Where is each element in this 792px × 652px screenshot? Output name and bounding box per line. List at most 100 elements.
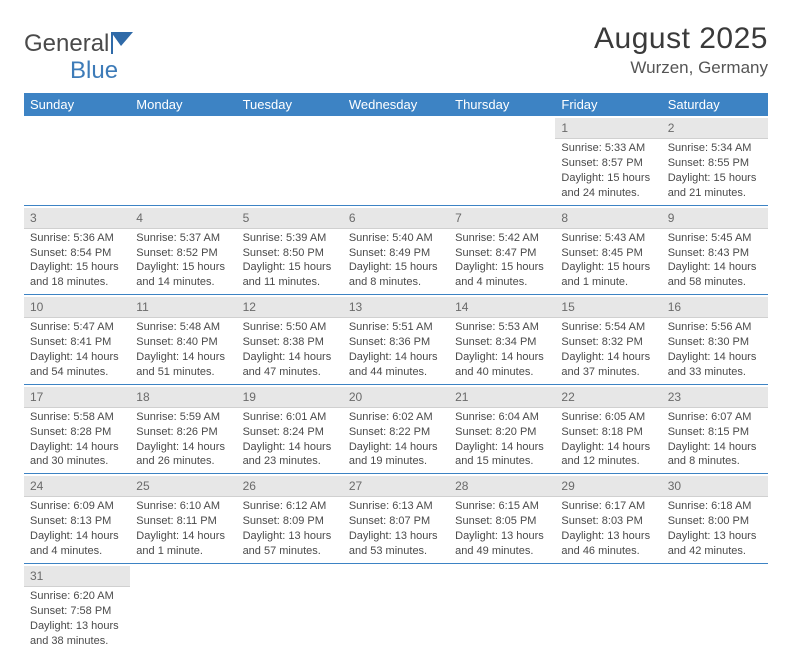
day-detail: Sunrise: 6:20 AMSunset: 7:58 PMDaylight:… — [30, 589, 124, 648]
day-line: Sunrise: 5:56 AM — [668, 320, 762, 335]
day-number: 29 — [555, 476, 661, 497]
day-line: Sunset: 8:36 PM — [349, 335, 443, 350]
day-line: Daylight: 15 hours — [349, 260, 443, 275]
day-line: Sunset: 8:28 PM — [30, 425, 124, 440]
day-detail: Sunrise: 5:50 AMSunset: 8:38 PMDaylight:… — [243, 320, 337, 379]
day-line: Sunset: 8:24 PM — [243, 425, 337, 440]
calendar-row: 10Sunrise: 5:47 AMSunset: 8:41 PMDayligh… — [24, 295, 768, 385]
day-cell: 5Sunrise: 5:39 AMSunset: 8:50 PMDaylight… — [237, 205, 343, 295]
day-line: and 11 minutes. — [243, 275, 337, 290]
day-line: Sunrise: 6:12 AM — [243, 499, 337, 514]
day-detail: Sunrise: 5:42 AMSunset: 8:47 PMDaylight:… — [455, 231, 549, 290]
day-cell: 25Sunrise: 6:10 AMSunset: 8:11 PMDayligh… — [130, 474, 236, 564]
calendar-row: 1Sunrise: 5:33 AMSunset: 8:57 PMDaylight… — [24, 116, 768, 205]
day-cell: 2Sunrise: 5:34 AMSunset: 8:55 PMDaylight… — [662, 116, 768, 205]
day-line: and 4 minutes. — [455, 275, 549, 290]
day-line: Daylight: 13 hours — [455, 529, 549, 544]
day-detail: Sunrise: 6:05 AMSunset: 8:18 PMDaylight:… — [561, 410, 655, 469]
day-line: and 57 minutes. — [243, 544, 337, 559]
day-number: 21 — [449, 387, 555, 408]
weekday-header: Sunday — [24, 93, 130, 116]
day-line: Sunrise: 6:04 AM — [455, 410, 549, 425]
day-line: Daylight: 14 hours — [30, 440, 124, 455]
day-cell: 23Sunrise: 6:07 AMSunset: 8:15 PMDayligh… — [662, 384, 768, 474]
day-detail: Sunrise: 5:59 AMSunset: 8:26 PMDaylight:… — [136, 410, 230, 469]
day-cell: 27Sunrise: 6:13 AMSunset: 8:07 PMDayligh… — [343, 474, 449, 564]
day-line: Sunrise: 6:13 AM — [349, 499, 443, 514]
day-detail: Sunrise: 5:39 AMSunset: 8:50 PMDaylight:… — [243, 231, 337, 290]
day-cell: 18Sunrise: 5:59 AMSunset: 8:26 PMDayligh… — [130, 384, 236, 474]
day-line: Sunrise: 5:33 AM — [561, 141, 655, 156]
day-line: Sunset: 8:09 PM — [243, 514, 337, 529]
empty-cell — [343, 116, 449, 205]
logo-text: General Blue — [24, 32, 141, 83]
day-line: and 4 minutes. — [30, 544, 124, 559]
day-line: Sunset: 8:13 PM — [30, 514, 124, 529]
day-number: 4 — [130, 208, 236, 229]
day-line: and 46 minutes. — [561, 544, 655, 559]
day-line: Daylight: 14 hours — [243, 440, 337, 455]
day-detail: Sunrise: 6:01 AMSunset: 8:24 PMDaylight:… — [243, 410, 337, 469]
empty-cell — [130, 116, 236, 205]
day-number: 2 — [662, 118, 768, 139]
day-number: 25 — [130, 476, 236, 497]
day-line: and 44 minutes. — [349, 365, 443, 380]
day-line: Daylight: 14 hours — [349, 350, 443, 365]
day-line: Sunrise: 6:10 AM — [136, 499, 230, 514]
day-number: 12 — [237, 297, 343, 318]
day-number: 3 — [24, 208, 130, 229]
day-line: Sunrise: 5:54 AM — [561, 320, 655, 335]
day-line: and 51 minutes. — [136, 365, 230, 380]
day-line: Sunrise: 6:20 AM — [30, 589, 124, 604]
day-detail: Sunrise: 5:40 AMSunset: 8:49 PMDaylight:… — [349, 231, 443, 290]
day-number: 20 — [343, 387, 449, 408]
day-line: Sunset: 8:26 PM — [136, 425, 230, 440]
day-line: and 1 minute. — [136, 544, 230, 559]
day-number: 19 — [237, 387, 343, 408]
empty-cell — [343, 563, 449, 652]
day-line: and 1 minute. — [561, 275, 655, 290]
day-line: Sunset: 8:03 PM — [561, 514, 655, 529]
day-number: 23 — [662, 387, 768, 408]
day-line: Sunset: 8:30 PM — [668, 335, 762, 350]
day-line: Daylight: 14 hours — [668, 350, 762, 365]
day-line: and 40 minutes. — [455, 365, 549, 380]
day-line: Sunrise: 6:01 AM — [243, 410, 337, 425]
day-line: and 15 minutes. — [455, 454, 549, 469]
empty-cell — [237, 116, 343, 205]
day-detail: Sunrise: 6:04 AMSunset: 8:20 PMDaylight:… — [455, 410, 549, 469]
day-line: and 30 minutes. — [30, 454, 124, 469]
day-line: Sunrise: 5:48 AM — [136, 320, 230, 335]
day-cell: 29Sunrise: 6:17 AMSunset: 8:03 PMDayligh… — [555, 474, 661, 564]
day-detail: Sunrise: 5:33 AMSunset: 8:57 PMDaylight:… — [561, 141, 655, 200]
day-line: and 33 minutes. — [668, 365, 762, 380]
calendar-row: 24Sunrise: 6:09 AMSunset: 8:13 PMDayligh… — [24, 474, 768, 564]
day-number: 14 — [449, 297, 555, 318]
logo-word1: General — [24, 30, 109, 57]
day-line: Sunset: 8:50 PM — [243, 246, 337, 261]
empty-cell — [555, 563, 661, 652]
day-number: 18 — [130, 387, 236, 408]
day-line: Sunset: 8:57 PM — [561, 156, 655, 171]
day-line: Sunrise: 6:02 AM — [349, 410, 443, 425]
logo: General Blue — [24, 32, 141, 83]
day-line: Daylight: 14 hours — [349, 440, 443, 455]
day-line: Sunset: 8:49 PM — [349, 246, 443, 261]
day-line: Daylight: 14 hours — [455, 350, 549, 365]
day-line: Sunrise: 5:34 AM — [668, 141, 762, 156]
day-line: Daylight: 14 hours — [30, 350, 124, 365]
day-line: and 37 minutes. — [561, 365, 655, 380]
day-line: Daylight: 14 hours — [668, 260, 762, 275]
logo-word2: Blue — [70, 57, 118, 84]
day-number: 7 — [449, 208, 555, 229]
day-line: Daylight: 14 hours — [668, 440, 762, 455]
day-line: and 8 minutes. — [349, 275, 443, 290]
weekday-row: SundayMondayTuesdayWednesdayThursdayFrid… — [24, 93, 768, 116]
day-detail: Sunrise: 5:48 AMSunset: 8:40 PMDaylight:… — [136, 320, 230, 379]
day-line: Sunset: 8:18 PM — [561, 425, 655, 440]
day-line: and 24 minutes. — [561, 186, 655, 201]
day-line: Daylight: 13 hours — [349, 529, 443, 544]
day-number: 22 — [555, 387, 661, 408]
day-line: Sunset: 8:05 PM — [455, 514, 549, 529]
day-cell: 10Sunrise: 5:47 AMSunset: 8:41 PMDayligh… — [24, 295, 130, 385]
